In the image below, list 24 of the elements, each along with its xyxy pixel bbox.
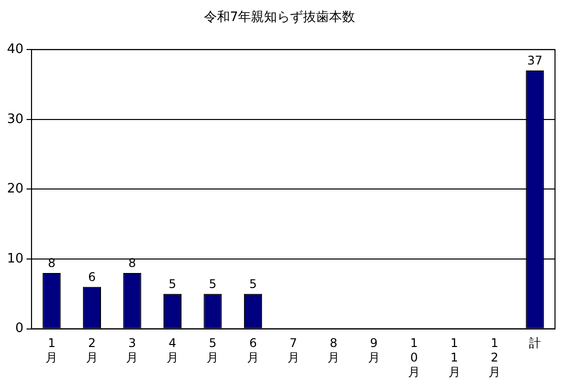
x-tick-label: 7月 <box>287 336 300 365</box>
x-tick-label: 5月 <box>206 336 219 365</box>
x-tick-label: 4月 <box>166 336 178 365</box>
y-tick-label: 0 <box>15 321 24 336</box>
data-label: 6 <box>88 270 96 284</box>
x-tick-label: 1月 <box>46 336 58 365</box>
x-tick-label: 10月 <box>408 336 420 379</box>
data-label: 5 <box>168 277 176 292</box>
data-label: 37 <box>527 54 543 68</box>
y-tick-label: 40 <box>6 42 24 57</box>
x-tick-label: 2月 <box>86 336 98 365</box>
x-tick-label: 9月 <box>368 336 380 365</box>
x-tick-label: 計 <box>528 336 541 350</box>
data-label: 5 <box>208 277 217 292</box>
y-tick-label: 20 <box>6 182 24 197</box>
x-tick-label: 11月 <box>448 336 460 379</box>
y-tick-label: 30 <box>6 112 24 127</box>
data-label: 5 <box>249 277 257 292</box>
y-tick-label: 10 <box>6 251 24 266</box>
x-tick-label: 3月 <box>126 336 138 365</box>
chart-title: 令和7年親知らず抜歯本数 <box>204 10 356 26</box>
x-tick-label: 8月 <box>328 336 340 365</box>
x-tick-label: 6月 <box>247 336 260 365</box>
x-tick-label: 12月 <box>488 336 501 379</box>
